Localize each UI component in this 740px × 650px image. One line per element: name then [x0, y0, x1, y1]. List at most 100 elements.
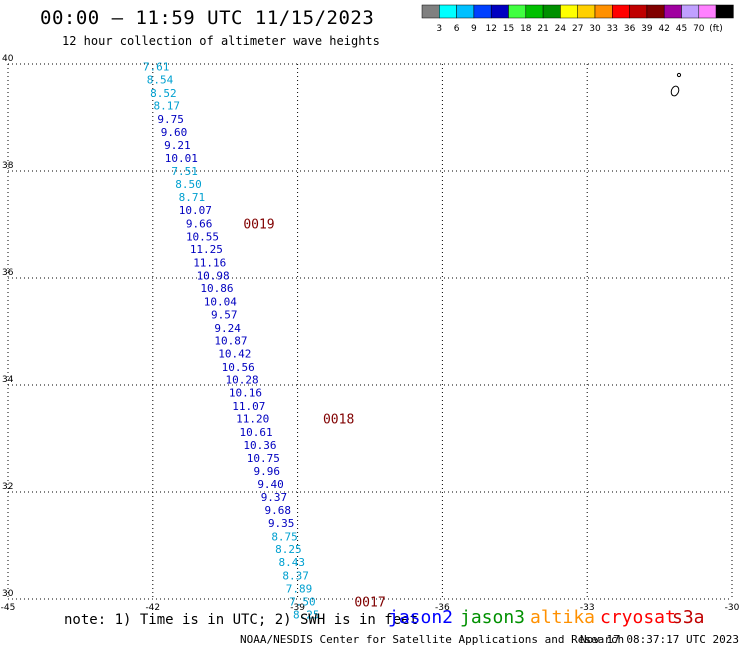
- wave-height-label: 9.60: [161, 126, 188, 139]
- mission-s3a: s3a: [672, 607, 705, 628]
- wave-height-label: 10.56: [222, 361, 255, 374]
- credit-line: NOAA/NESDIS Center for Satellite Applica…: [240, 633, 625, 646]
- map-title: 00:00 – 11:59 UTC 11/15/2023: [40, 7, 375, 29]
- wave-height-label: 11.07: [232, 400, 265, 413]
- legend-swatch: [473, 4, 492, 19]
- legend-swatch: [663, 4, 682, 19]
- wave-height-label: 7.89: [286, 582, 313, 595]
- wave-height-label: 9.35: [268, 517, 295, 530]
- legend-swatch: [421, 4, 440, 19]
- legend-tick-label: 30: [589, 24, 601, 34]
- color-legend: 3 6 9 12 15 18 21 24 27 30 33 36 39 42 45 70 (ft): [421, 4, 734, 34]
- wave-height-label: 10.07: [179, 204, 212, 217]
- wave-height-label: 10.42: [218, 347, 251, 360]
- wave-height-label: 8.43: [279, 556, 306, 569]
- lat-tick-label: 40: [2, 54, 14, 64]
- lon-tick-label: -30: [725, 603, 740, 613]
- legend-swatch: [560, 4, 578, 19]
- mission-jason3: jason3: [460, 607, 526, 628]
- wave-height-label: 7.61: [143, 61, 170, 74]
- mission-cryosat: cryosat: [600, 607, 676, 628]
- wave-height-label: 8.75: [271, 530, 298, 543]
- legend-tick-label: 12: [485, 24, 496, 34]
- wave-height-label: 10.01: [165, 152, 198, 165]
- legend-swatch: [525, 4, 544, 19]
- legend-swatch: [490, 4, 509, 19]
- time-marker-label: 0017: [354, 596, 385, 611]
- wave-height-label: 7.50: [289, 596, 316, 609]
- legend-tick-label: 39: [641, 24, 653, 34]
- wave-height-label: 10.86: [200, 282, 233, 295]
- lon-tick-label: -45: [1, 603, 16, 613]
- wave-height-label: 10.36: [243, 439, 276, 452]
- wave-height-label: 8.17: [154, 100, 181, 113]
- legend-swatch: [612, 4, 630, 19]
- mission-jason2: jason2: [388, 607, 454, 628]
- wave-height-label: 10.75: [247, 452, 280, 465]
- lat-tick-label: 36: [2, 268, 14, 278]
- wave-height-label: 8.71: [179, 191, 206, 204]
- footer-note: note: 1) Time is in UTC; 2) SWH is in fe…: [64, 612, 419, 628]
- legend-swatch: [577, 4, 596, 19]
- legend-tick-label: 70: [693, 24, 705, 34]
- map-grid: [7, 63, 733, 600]
- wave-height-label: 8.52: [150, 87, 177, 100]
- lon-tick-label: -42: [145, 603, 160, 613]
- wave-height-label: 10.16: [229, 386, 262, 399]
- lon-tick-label: -36: [435, 603, 450, 613]
- legend-tick-label: 36: [624, 24, 636, 34]
- legend-swatch: [629, 4, 648, 19]
- wave-height-label: 9.66: [186, 217, 213, 230]
- lat-tick-label: 38: [2, 161, 14, 171]
- legend-swatch: [456, 4, 475, 19]
- mission-altika: altika: [530, 607, 596, 628]
- wave-height-label: 8.25: [275, 543, 302, 556]
- wave-height-label: 8.25: [293, 609, 320, 622]
- wave-height-label: 9.75: [157, 113, 184, 126]
- generation-timestamp: Nov 17 08:37:17 UTC 2023: [580, 633, 739, 646]
- island-outlines: [670, 72, 682, 97]
- wave-height-label: 9.21: [164, 139, 191, 152]
- wave-height-label: 10.04: [204, 296, 237, 309]
- wave-height-label: 9.96: [253, 465, 280, 478]
- legend-unit: (ft): [709, 24, 723, 34]
- island-shape: [676, 72, 682, 78]
- wave-height-label: 11.20: [236, 413, 269, 426]
- legend-swatch: [646, 4, 665, 19]
- lat-tick-label: 30: [2, 589, 14, 599]
- lon-tick-label: -33: [580, 603, 595, 613]
- legend-swatch: [594, 4, 613, 19]
- wave-height-label: 7.51: [171, 165, 198, 178]
- wave-height-label: 8.54: [147, 74, 174, 87]
- map-subtitle: 12 hour collection of altimeter wave hei…: [62, 34, 380, 48]
- legend-swatch: [681, 4, 700, 19]
- wave-height-label: 8.50: [175, 178, 202, 191]
- wave-height-label: 9.24: [214, 322, 241, 335]
- legend-tick-label: 24: [555, 24, 567, 34]
- legend-tick-label: 33: [607, 24, 618, 34]
- wave-height-label: 8.37: [282, 569, 309, 582]
- legend-tick-label: 18: [520, 24, 532, 34]
- legend-swatch: [715, 4, 734, 19]
- legend-tick-label: 27: [572, 24, 583, 34]
- legend-tick-label: 42: [658, 24, 669, 34]
- legend-swatch: [439, 4, 457, 19]
- legend-tick-label: 9: [471, 24, 477, 34]
- wave-height-label: 9.57: [211, 308, 238, 321]
- legend-swatch: [508, 4, 527, 19]
- observation-labels: 7.618.548.528.179.759.609.2110.017.518.5…: [143, 61, 320, 622]
- legend-tick-label: 6: [454, 24, 460, 34]
- lat-tick-label: 34: [2, 375, 14, 385]
- wave-height-label: 9.40: [257, 478, 284, 491]
- island-shape: [670, 85, 680, 97]
- legend-tick-label: 45: [676, 24, 687, 34]
- time-marker-label: 0019: [243, 217, 274, 232]
- map-tick-labels: -45 -42 -39 -36 -33 -30 40 38 36 34 32 30: [1, 54, 740, 613]
- legend-swatch: [698, 4, 717, 19]
- legend-tick-label: 21: [537, 24, 548, 34]
- legend-swatch: [542, 4, 561, 19]
- wave-height-label: 9.37: [261, 491, 288, 504]
- wave-height-label: 11.16: [193, 256, 226, 269]
- time-marker-labels: 0019 0018 0017: [243, 217, 385, 610]
